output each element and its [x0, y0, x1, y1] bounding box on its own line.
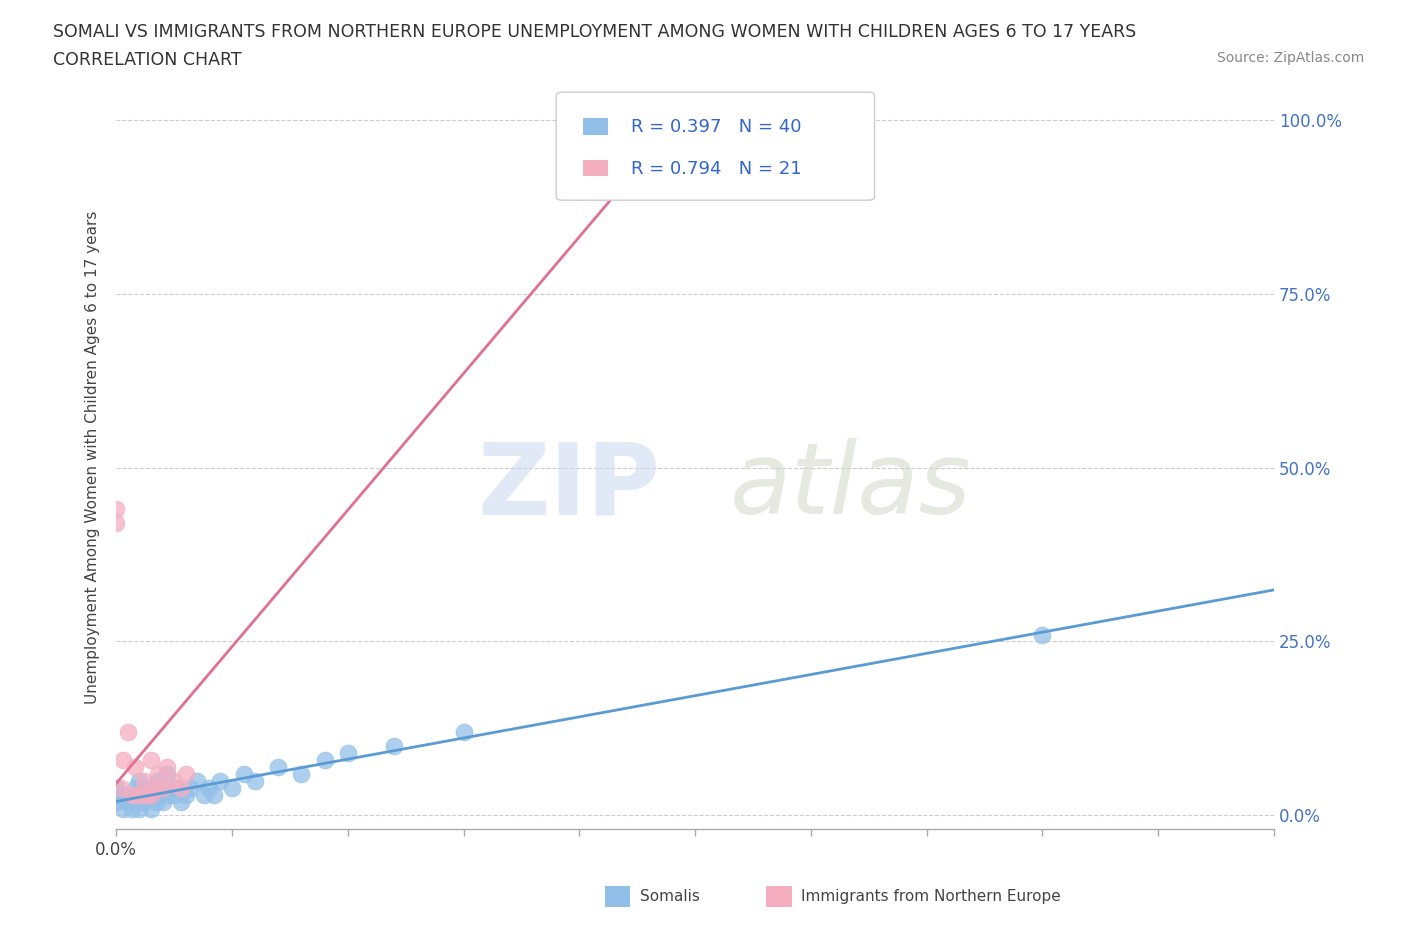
Point — [128, 787, 150, 802]
Text: atlas: atlas — [730, 438, 972, 536]
Point — [105, 780, 128, 795]
Point — [124, 759, 146, 774]
Point — [152, 794, 174, 809]
Point — [132, 773, 155, 788]
Point — [132, 794, 155, 809]
Point — [152, 780, 174, 795]
FancyBboxPatch shape — [557, 92, 875, 200]
Point — [121, 801, 143, 816]
Point — [124, 780, 146, 795]
Point — [163, 787, 186, 802]
Point — [170, 794, 193, 809]
Point — [139, 780, 162, 795]
Point — [156, 766, 179, 781]
Point — [146, 773, 169, 788]
Point — [453, 724, 475, 739]
Point — [314, 752, 336, 767]
Point — [198, 780, 221, 795]
Point — [135, 787, 157, 802]
Point — [145, 794, 167, 809]
Text: Immigrants from Northern Europe: Immigrants from Northern Europe — [801, 889, 1062, 904]
Point — [186, 773, 208, 788]
Point — [117, 794, 139, 809]
Point — [128, 801, 150, 816]
Point — [156, 787, 179, 802]
Point — [245, 773, 267, 788]
Text: R = 0.794   N = 21: R = 0.794 N = 21 — [631, 160, 801, 178]
Point — [166, 780, 188, 795]
Point — [290, 766, 312, 781]
Point — [193, 787, 215, 802]
Point — [112, 801, 135, 816]
Point — [105, 502, 128, 517]
Point — [110, 780, 132, 795]
Point — [267, 759, 290, 774]
Point — [121, 787, 143, 802]
Text: SOMALI VS IMMIGRANTS FROM NORTHERN EUROPE UNEMPLOYMENT AMONG WOMEN WITH CHILDREN: SOMALI VS IMMIGRANTS FROM NORTHERN EUROP… — [53, 23, 1136, 41]
Point — [1031, 627, 1053, 642]
Point — [139, 801, 162, 816]
FancyBboxPatch shape — [583, 160, 609, 177]
Point — [232, 766, 254, 781]
Point — [105, 787, 128, 802]
Point — [145, 780, 167, 795]
Point — [117, 724, 139, 739]
Point — [614, 161, 637, 176]
Point — [179, 780, 201, 795]
Point — [112, 787, 135, 802]
Point — [336, 746, 359, 761]
Text: CORRELATION CHART: CORRELATION CHART — [53, 51, 242, 69]
Point — [105, 516, 128, 531]
Point — [614, 133, 637, 148]
Point — [139, 752, 162, 767]
FancyBboxPatch shape — [583, 118, 609, 135]
Point — [139, 787, 162, 802]
Point — [146, 787, 169, 802]
Point — [112, 752, 135, 767]
Point — [382, 738, 405, 753]
Point — [174, 787, 197, 802]
Point — [128, 773, 150, 788]
Point — [170, 780, 193, 795]
Text: Source: ZipAtlas.com: Source: ZipAtlas.com — [1216, 51, 1364, 65]
Point — [209, 773, 232, 788]
Point — [202, 787, 225, 802]
Point — [146, 766, 169, 781]
Point — [163, 773, 186, 788]
Point — [105, 794, 128, 809]
Point — [135, 787, 157, 802]
Y-axis label: Unemployment Among Women with Children Ages 6 to 17 years: Unemployment Among Women with Children A… — [86, 210, 100, 704]
Point — [221, 780, 243, 795]
Text: ZIP: ZIP — [478, 438, 661, 536]
Point — [174, 766, 197, 781]
Point — [156, 759, 179, 774]
Text: Somalis: Somalis — [640, 889, 700, 904]
Text: R = 0.397   N = 40: R = 0.397 N = 40 — [631, 118, 801, 136]
